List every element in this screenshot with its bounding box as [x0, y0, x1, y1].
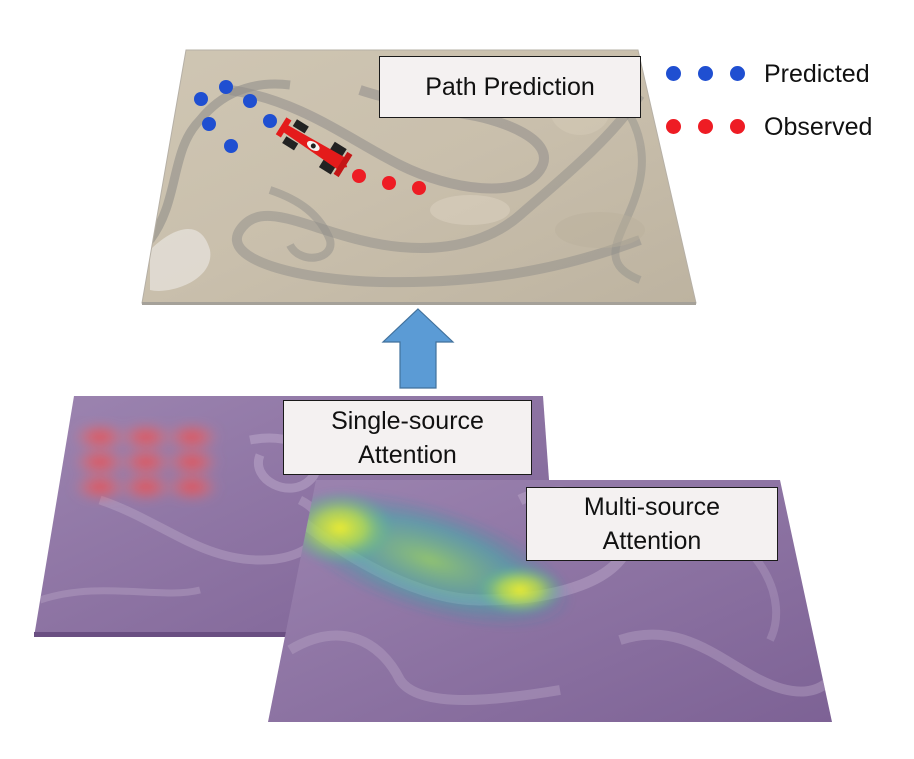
multi-source-line-1: Multi-source — [583, 493, 721, 521]
observed-dot-icon — [698, 119, 713, 134]
single-source-attention-label: Single-source Attention — [283, 400, 532, 475]
predicted-dot-icon — [666, 66, 681, 81]
up-arrow — [381, 308, 455, 389]
observed-point — [412, 181, 426, 195]
predicted-dot-icon — [698, 66, 713, 81]
observed-point — [352, 169, 366, 183]
observed-dot-icon — [730, 119, 745, 134]
predicted-path — [194, 80, 277, 153]
path-prediction-label: Path Prediction — [379, 56, 641, 118]
legend-observed-label: Observed — [764, 113, 873, 141]
map-bottom-edge — [142, 302, 696, 305]
single-source-line-1: Single-source — [331, 406, 484, 435]
observed-point — [382, 176, 396, 190]
legend-predicted-label: Predicted — [764, 60, 870, 88]
predicted-dot-icon — [730, 66, 745, 81]
multi-source-line-2: Attention — [602, 527, 702, 555]
legend-predicted: Predicted — [664, 59, 894, 89]
predicted-point — [263, 114, 277, 128]
predicted-point — [202, 117, 216, 131]
observed-dot-icon — [666, 119, 681, 134]
heat-grid — [74, 424, 218, 500]
observed-path — [352, 169, 426, 195]
predicted-point — [219, 80, 233, 94]
predicted-point — [224, 139, 238, 153]
path-prediction-text: Path Prediction — [425, 73, 595, 101]
race-car-icon — [275, 117, 353, 178]
multi-source-attention-label: Multi-source Attention — [526, 487, 778, 561]
legend-observed: Observed — [664, 112, 894, 142]
heatmap-blobs — [285, 490, 574, 630]
single-source-line-2: Attention — [358, 440, 457, 469]
predicted-point — [243, 94, 257, 108]
predicted-point — [194, 92, 208, 106]
